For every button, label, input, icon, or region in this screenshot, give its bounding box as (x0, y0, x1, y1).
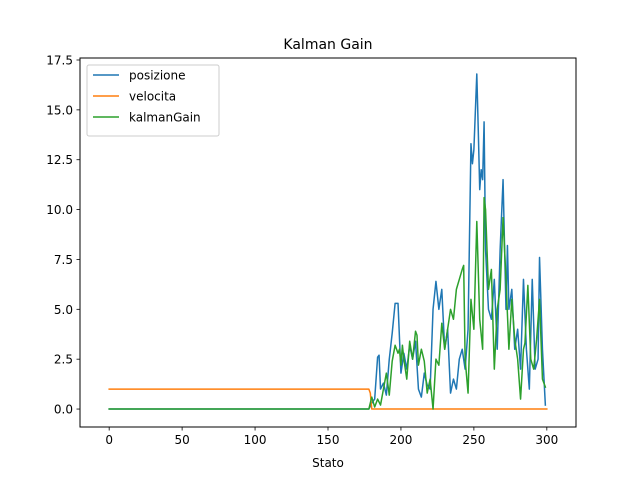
legend: posizione velocita kalmanGain (86, 64, 220, 137)
y-tick-label: 0.0 (54, 403, 73, 417)
x-tick-label: 200 (389, 433, 412, 447)
x-tick-label: 0 (105, 433, 113, 447)
x-axis: 0 50 100 150 200 250 300 (105, 427, 558, 447)
chart-title: Kalman Gain (283, 37, 372, 53)
y-tick-label: 17.5 (46, 53, 73, 67)
plot-area (108, 73, 548, 410)
legend-label-kalmanGain: kalmanGain (129, 111, 201, 125)
x-tick-label: 100 (244, 433, 267, 447)
series-line-kalmanGain (108, 196, 547, 410)
y-tick-label: 12.5 (46, 153, 73, 167)
x-tick-label: 150 (317, 433, 340, 447)
y-tick-label: 15.0 (46, 103, 73, 117)
y-tick-label: 10.0 (46, 203, 73, 217)
x-tick-label: 50 (174, 433, 189, 447)
y-tick-label: 7.5 (54, 253, 73, 267)
y-axis: 0.0 2.5 5.0 7.5 10.0 12.5 15.0 17.5 (46, 53, 80, 417)
y-tick-label: 5.0 (54, 303, 73, 317)
legend-box (86, 64, 220, 137)
x-tick-label: 300 (535, 433, 558, 447)
legend-label-velocita: velocita (129, 90, 176, 104)
series-line-velocita (108, 388, 548, 410)
legend-label-posizione: posizione (129, 69, 186, 83)
x-tick-label: 250 (462, 433, 485, 447)
y-tick-label: 2.5 (54, 353, 73, 367)
x-axis-label: Stato (312, 456, 344, 470)
